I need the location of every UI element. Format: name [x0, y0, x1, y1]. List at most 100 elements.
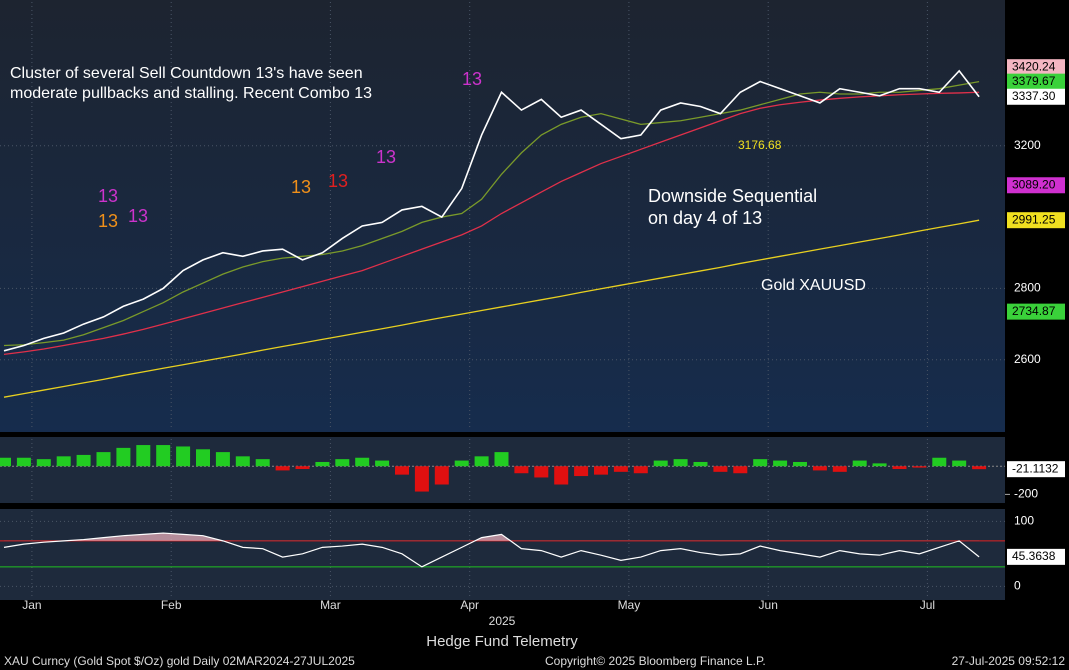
price-panel	[0, 0, 1005, 432]
bar	[16, 457, 31, 467]
bar	[872, 463, 887, 467]
series-line	[3, 81, 980, 347]
bar	[156, 445, 171, 467]
bar	[176, 446, 191, 467]
bar	[196, 449, 210, 467]
td-label: 13	[98, 186, 118, 206]
td-label: 13	[328, 171, 348, 191]
bar	[136, 445, 151, 467]
overbought-fill	[63, 533, 511, 541]
bar	[414, 466, 429, 492]
series-line	[3, 219, 980, 398]
bar	[255, 459, 270, 467]
value-box	[1007, 73, 1065, 90]
td-label: 13	[376, 147, 396, 167]
y-tick-label: 2800	[1014, 281, 1041, 295]
bar	[375, 460, 390, 467]
ticker: XAU Curncy (Gold Spot $/Oz) gold Daily 0…	[4, 654, 355, 668]
x-tick-label: Jun	[759, 598, 778, 612]
bar	[972, 466, 987, 470]
bar	[812, 466, 827, 471]
value-box	[1007, 461, 1065, 478]
bar	[335, 459, 350, 467]
bar	[633, 466, 648, 474]
series-line	[3, 69, 980, 352]
value-label: 3337.30	[1012, 89, 1056, 103]
bar	[36, 459, 51, 467]
bar	[96, 452, 111, 467]
value-box	[1007, 212, 1065, 229]
value-label: 2734.87	[1012, 304, 1056, 318]
bar	[474, 456, 489, 467]
value-box	[1007, 59, 1065, 76]
x-tick-label: Mar	[320, 598, 341, 612]
annotation: on day 4 of 13	[648, 208, 762, 228]
value-label: 3420.24	[1012, 59, 1056, 73]
copyright: Copyright© 2025 Bloomberg Finance L.P.	[545, 654, 766, 668]
bar	[295, 466, 310, 470]
bar	[852, 460, 867, 467]
x-axis-year: 2025	[489, 614, 516, 628]
x-tick-label: Jan	[22, 598, 41, 612]
bar	[832, 466, 847, 472]
bar	[235, 456, 250, 467]
bar	[594, 466, 608, 475]
rsi-panel	[0, 509, 1005, 600]
bar	[355, 457, 370, 467]
bar	[693, 461, 708, 467]
bar	[613, 466, 628, 472]
td-label: 13	[462, 69, 482, 89]
value-box	[1007, 548, 1065, 565]
annotation: Cluster of several Sell Countdown 13's h…	[10, 65, 363, 82]
value-box	[1007, 177, 1065, 194]
y-tick-label: 0	[1014, 578, 1021, 592]
td-label: 13	[291, 177, 311, 197]
annotation: Downside Sequential	[648, 186, 817, 206]
bar	[215, 452, 230, 467]
series-line	[3, 91, 980, 356]
x-tick-label: Jul	[920, 598, 935, 612]
bar	[534, 466, 549, 478]
bar	[454, 460, 469, 467]
bar	[315, 461, 330, 467]
annotation: moderate pullbacks and stalling. Recent …	[10, 85, 372, 102]
bar	[56, 456, 71, 467]
level-label: 3176.68	[738, 138, 782, 152]
x-tick-label: Feb	[161, 598, 182, 612]
value-label: 3379.67	[1012, 74, 1056, 88]
bar	[395, 466, 409, 475]
td-label: 13	[98, 211, 118, 231]
bar	[514, 466, 529, 474]
td-label: 13	[128, 206, 148, 226]
bar	[494, 452, 509, 467]
bar	[434, 466, 449, 485]
value-label: 2991.25	[1012, 212, 1056, 226]
bar	[912, 466, 927, 468]
bar	[574, 466, 589, 477]
y-tick-label: 3200	[1014, 138, 1041, 152]
bar	[932, 457, 947, 467]
bar	[713, 466, 728, 472]
chart-title: Gold XAUUSD	[761, 277, 866, 294]
bar	[116, 447, 131, 467]
hist-panel	[0, 437, 1005, 503]
bar	[793, 461, 807, 467]
timestamp: 27-Jul-2025 09:52:12	[952, 654, 1066, 668]
value-label: 3089.20	[1012, 177, 1056, 191]
y-tick-label: 2600	[1014, 352, 1041, 366]
value-box	[1007, 303, 1065, 320]
source: Hedge Fund Telemetry	[426, 633, 578, 650]
x-tick-label: Apr	[460, 598, 479, 612]
value-box	[1007, 88, 1065, 105]
bar	[753, 459, 768, 467]
bar	[653, 460, 668, 467]
x-tick-label: May	[618, 598, 641, 612]
bar	[554, 466, 569, 485]
bar	[892, 466, 907, 470]
y-tick-label: -200	[1014, 487, 1038, 501]
bar	[952, 460, 967, 467]
bar	[673, 459, 688, 467]
bar	[773, 460, 788, 467]
bar	[275, 466, 290, 471]
